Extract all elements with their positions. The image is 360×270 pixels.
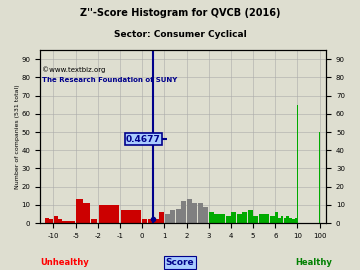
Text: ©www.textbiz.org: ©www.textbiz.org bbox=[42, 66, 106, 73]
Bar bbox=[297, 105, 298, 223]
Bar bbox=[248, 210, 253, 223]
Bar bbox=[170, 210, 175, 223]
Bar bbox=[220, 214, 225, 223]
Bar bbox=[253, 216, 258, 223]
Text: Sector: Consumer Cyclical: Sector: Consumer Cyclical bbox=[114, 30, 246, 39]
Bar bbox=[148, 220, 153, 223]
Bar bbox=[242, 212, 247, 223]
Bar bbox=[165, 214, 170, 223]
Bar bbox=[319, 132, 320, 223]
Bar bbox=[67, 221, 71, 223]
Bar bbox=[192, 203, 197, 223]
Text: Z''-Score Histogram for QVCB (2016): Z''-Score Histogram for QVCB (2016) bbox=[80, 8, 280, 18]
Bar bbox=[121, 210, 141, 223]
Bar bbox=[295, 218, 297, 223]
Bar bbox=[226, 216, 231, 223]
Bar bbox=[54, 216, 58, 223]
Bar bbox=[187, 200, 192, 223]
Text: Score: Score bbox=[166, 258, 194, 267]
Bar bbox=[99, 205, 119, 223]
Bar bbox=[275, 212, 278, 223]
Bar bbox=[237, 214, 242, 223]
Bar bbox=[209, 212, 214, 223]
Text: Unhealthy: Unhealthy bbox=[40, 258, 89, 267]
Text: The Research Foundation of SUNY: The Research Foundation of SUNY bbox=[42, 77, 177, 83]
Bar bbox=[198, 203, 203, 223]
Text: Healthy: Healthy bbox=[295, 258, 332, 267]
Bar bbox=[159, 212, 164, 223]
Bar bbox=[284, 218, 286, 223]
Bar bbox=[142, 220, 148, 223]
Bar bbox=[91, 220, 98, 223]
Bar bbox=[181, 201, 186, 223]
Bar bbox=[71, 221, 76, 223]
Bar bbox=[203, 207, 208, 223]
Bar bbox=[215, 214, 220, 223]
Bar bbox=[281, 216, 283, 223]
Bar bbox=[58, 220, 62, 223]
Bar bbox=[49, 220, 53, 223]
Bar bbox=[45, 218, 49, 223]
Bar bbox=[292, 220, 294, 223]
Bar bbox=[63, 221, 67, 223]
Bar bbox=[153, 220, 158, 223]
Bar bbox=[176, 208, 181, 223]
Bar bbox=[287, 216, 289, 223]
Bar bbox=[270, 216, 275, 223]
Y-axis label: Number of companies (531 total): Number of companies (531 total) bbox=[15, 84, 20, 189]
Bar bbox=[278, 218, 281, 223]
Text: 0.4677: 0.4677 bbox=[126, 135, 161, 144]
Bar bbox=[83, 203, 90, 223]
Bar bbox=[259, 214, 264, 223]
Bar bbox=[289, 218, 292, 223]
Bar bbox=[264, 214, 270, 223]
Bar bbox=[231, 212, 236, 223]
Bar bbox=[76, 200, 83, 223]
